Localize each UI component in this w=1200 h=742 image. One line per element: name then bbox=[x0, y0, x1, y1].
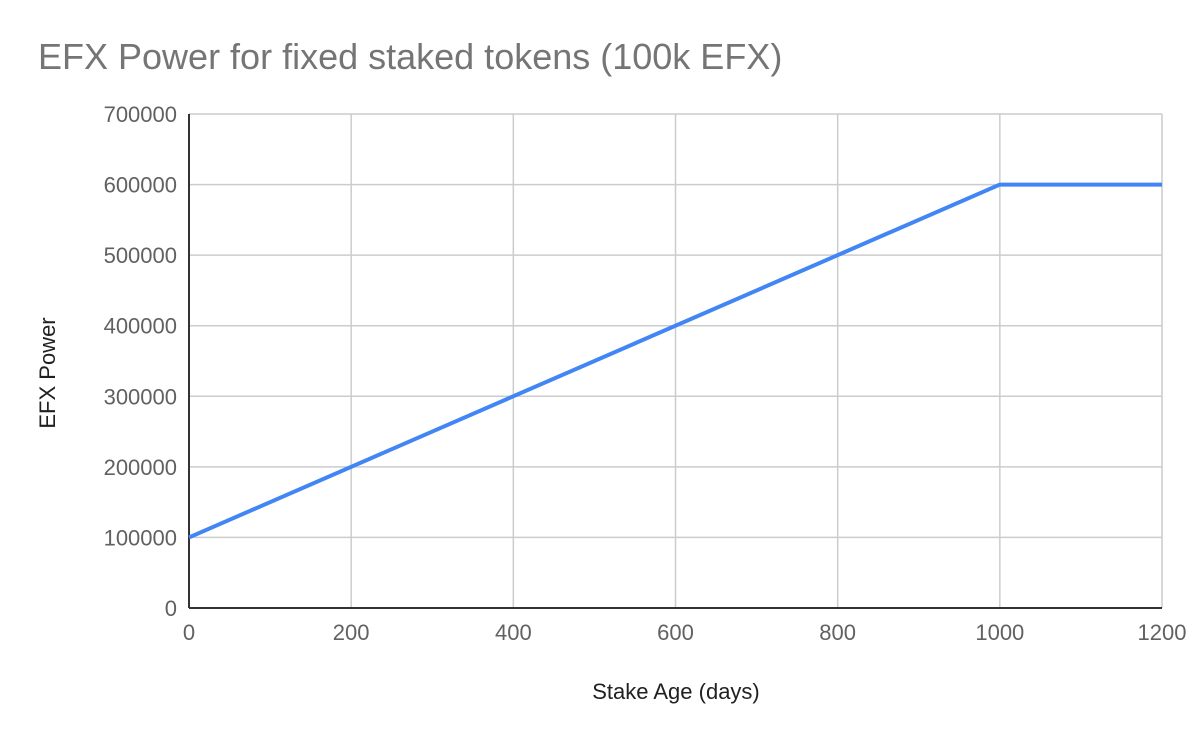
x-tick-label-0: 0 bbox=[183, 620, 195, 645]
chart-title: EFX Power for fixed staked tokens (100k … bbox=[38, 36, 782, 77]
y-tick-label-1: 100000 bbox=[104, 525, 177, 550]
y-tick-label-6: 600000 bbox=[104, 173, 177, 198]
y-tick-label-5: 500000 bbox=[104, 243, 177, 268]
x-tick-label-4: 800 bbox=[819, 620, 856, 645]
x-tick-label-6: 1200 bbox=[1138, 620, 1187, 645]
series bbox=[188, 182, 1162, 540]
x-tick-label-3: 600 bbox=[657, 620, 694, 645]
series-line-0 bbox=[188, 182, 1162, 540]
x-tick-label-5: 1000 bbox=[975, 620, 1024, 645]
axes bbox=[188, 114, 1162, 609]
tick-labels: 0 200 400 600 800 1000 1200 0 100000 200000 300000… bbox=[104, 102, 1187, 645]
y-tick-label-2: 200000 bbox=[104, 455, 177, 480]
y-tick-label-4: 400000 bbox=[104, 314, 177, 339]
y-axis-title: EFX Power bbox=[35, 317, 60, 428]
x-axis-title: Stake Age (days) bbox=[592, 679, 760, 704]
gridlines bbox=[189, 113, 1163, 608]
y-tick-label-7: 700000 bbox=[104, 102, 177, 127]
y-tick-label-3: 300000 bbox=[104, 384, 177, 409]
x-tick-label-1: 200 bbox=[333, 620, 370, 645]
x-tick-label-2: 400 bbox=[495, 620, 532, 645]
y-tick-label-0: 0 bbox=[165, 596, 177, 621]
